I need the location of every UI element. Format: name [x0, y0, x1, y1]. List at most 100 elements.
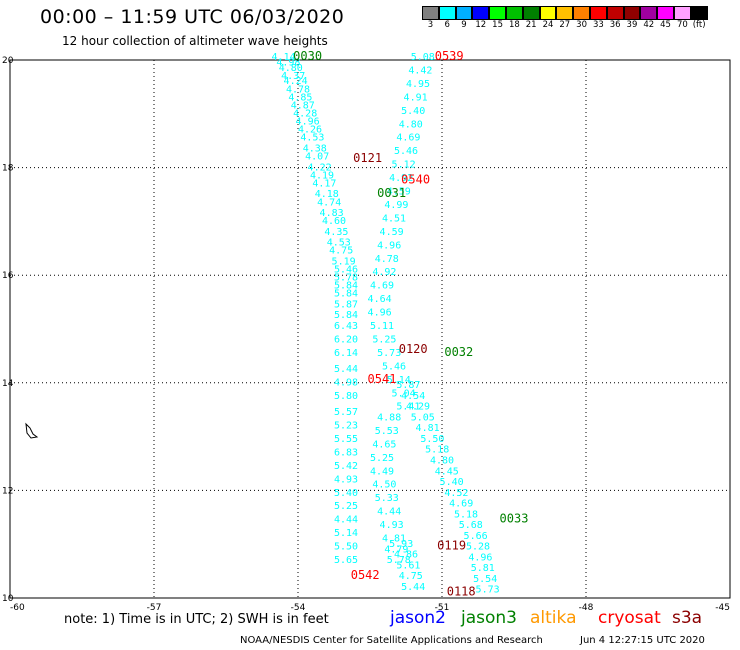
- wave-height-point: 5.18: [454, 509, 478, 520]
- wave-height-point: 5.42: [334, 461, 358, 472]
- wave-height-point: 4.80: [279, 63, 303, 74]
- wave-height-point: 4.96: [468, 552, 492, 563]
- wave-height-point: 5.33: [375, 493, 399, 504]
- wave-height-point: 4.14: [272, 52, 296, 63]
- wave-height-point: 5.40: [440, 477, 464, 488]
- wave-height-point: 4.92: [372, 267, 396, 278]
- wave-height-point: 4.50: [372, 480, 396, 491]
- wave-height-point: 4.59: [380, 227, 404, 238]
- wave-height-point: 5.81: [471, 563, 495, 574]
- wave-height-point: 4.79: [384, 544, 408, 555]
- legend-bin-label: (ft): [692, 20, 706, 30]
- wave-height-point: 4.35: [324, 227, 348, 238]
- x-tick-label: -48: [579, 603, 594, 613]
- pass-time-label: 0120: [399, 342, 428, 356]
- wave-height-point: 5.12: [392, 160, 416, 171]
- pass-time-label: 0539: [435, 49, 464, 63]
- legend-swatch: [539, 6, 557, 20]
- wave-height-point: 5.87: [396, 380, 420, 391]
- wave-height-point: 5.65: [334, 555, 358, 566]
- wave-height-point: 5.55: [334, 434, 358, 445]
- legend-swatches: [422, 6, 708, 20]
- x-tick-label: -60: [10, 603, 25, 613]
- legend-bin-label: 33: [592, 20, 604, 30]
- wave-height-point: 4.22: [308, 162, 332, 173]
- legend-bin-label: 70: [676, 20, 688, 30]
- wave-height-point: 5.19: [332, 256, 356, 267]
- wave-height-point: 4.83: [320, 208, 344, 219]
- wave-height-point: 5.80: [334, 391, 358, 402]
- legend-swatch: [573, 6, 590, 20]
- y-tick-label: 12: [2, 486, 13, 496]
- satellite-legend-cryosat: cryosat: [598, 608, 661, 628]
- wave-height-point: 4.26: [298, 125, 322, 136]
- wave-height-point: 5.40: [401, 106, 425, 117]
- pass-time-label: 0118: [447, 584, 476, 598]
- wave-height-point: 4.96: [296, 117, 320, 128]
- wave-height-point: 4.80: [399, 119, 423, 130]
- wave-height-point: 4.88: [377, 412, 401, 423]
- wave-height-point: 4.29: [406, 402, 430, 413]
- wave-height-point: 4.51: [382, 213, 406, 224]
- wave-height-point: 5.84: [334, 281, 358, 292]
- wave-height-point: 5.57: [334, 407, 358, 418]
- legend-labels: 3 6 9 12 15 18 21 24 27 30 33 36 39 42 45 70 (ft): [422, 20, 708, 30]
- legend-swatch: [505, 6, 523, 20]
- wave-height-point: 4.18: [315, 189, 339, 200]
- legend-swatch: [489, 6, 506, 20]
- y-tick-label: 10: [2, 594, 14, 604]
- wave-height-point: 5.53: [375, 426, 399, 437]
- wave-height-point: 4.44: [334, 515, 358, 526]
- legend-swatch: [690, 6, 708, 20]
- page-subtitle: 12 hour collection of altimeter wave hei…: [62, 34, 328, 48]
- wave-height-point: 5.73: [476, 585, 500, 596]
- wave-height-point: 4.80: [430, 456, 454, 467]
- legend-bin-label: 6: [444, 20, 450, 30]
- footer-credit: NOAA/NESDIS Center for Satellite Applica…: [240, 635, 543, 646]
- legend-swatch: [438, 6, 456, 20]
- wave-height-point: 4.37: [281, 71, 305, 82]
- legend-bin-label: 39: [626, 20, 638, 30]
- wave-height-point: 4.99: [384, 200, 408, 211]
- wave-height-point: 5.14: [334, 528, 358, 539]
- legend-swatch: [657, 6, 674, 20]
- wave-height-point: 4.65: [372, 439, 396, 450]
- legend-bin-label: 42: [643, 20, 655, 30]
- legend-bin-label: 12: [475, 20, 487, 30]
- pass-time-label: 0540: [401, 173, 430, 187]
- wave-height-point: 4.92: [389, 173, 413, 184]
- wave-height-point: 5.44: [401, 582, 425, 593]
- wave-height-point: 5.40: [334, 488, 358, 499]
- legend-swatch: [422, 6, 439, 20]
- pass-time-label: 0030: [293, 49, 322, 63]
- wave-height-point: 4.91: [404, 92, 428, 103]
- wave-height-point: 4.52: [444, 488, 468, 499]
- pass-time-label: 0121: [353, 151, 382, 165]
- satellite-legend-jason2: jason2: [390, 608, 446, 628]
- wave-height-point: 5.78: [387, 555, 411, 566]
- wave-height-point: 5.61: [396, 560, 420, 571]
- wave-height-point: 4.86: [394, 550, 418, 561]
- wave-height-point: 5.11: [370, 321, 394, 332]
- wave-height-point: 4.74: [317, 197, 341, 208]
- wave-height-point: 4.87: [291, 100, 315, 111]
- y-tick-label: 20: [2, 56, 14, 66]
- wave-height-point: 5.44: [334, 364, 358, 375]
- wave-height-point: 4.69: [370, 281, 394, 292]
- wave-height-point: 4.17: [312, 178, 336, 189]
- wave-height-point: 5.87: [334, 299, 358, 310]
- pass-time-label: 0542: [351, 568, 380, 582]
- wave-height-point: 5.46: [382, 361, 406, 372]
- wave-height-point: 5.25: [370, 453, 394, 464]
- wave-height-point: 5.50: [334, 542, 358, 553]
- wave-height-point: 4.96: [377, 240, 401, 251]
- footer-note: note: 1) Time is in UTC; 2) SWH is in fe…: [64, 612, 329, 627]
- wave-height-point: 4.38: [303, 143, 327, 154]
- wave-height-point: 4.96: [368, 308, 392, 319]
- pass-time-label: 0031: [377, 186, 406, 200]
- wave-height-point: 5.23: [334, 421, 358, 432]
- wave-height-point: 6.83: [334, 447, 358, 458]
- legend-bin-label: 36: [609, 20, 621, 30]
- legend-swatch: [589, 6, 607, 20]
